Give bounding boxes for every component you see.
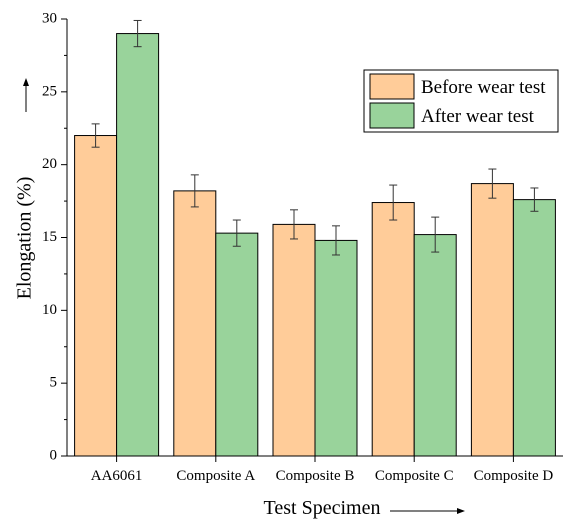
y-axis-arrow (23, 78, 29, 112)
y-axis-title-group: Elongation (%) (14, 177, 36, 300)
y-tick-label: 15 (42, 229, 57, 245)
y-tick-label: 25 (42, 83, 57, 99)
legend-label-after: After wear test (421, 106, 535, 127)
bar-after-wear (215, 232, 259, 457)
bars (74, 33, 556, 457)
bar-before-wear (74, 135, 118, 457)
bar-before-wear (371, 202, 415, 457)
bar-after-wear (116, 33, 160, 457)
legend-swatch-after (369, 102, 415, 129)
y-tick-label: 20 (42, 156, 57, 172)
x-ticks: AA6061 Composite A Composite B Composite C C… (91, 456, 554, 484)
y-tick-label: 5 (50, 375, 58, 391)
x-axis-title: Test Specimen (264, 497, 381, 519)
x-tick-label: Composite D (474, 468, 554, 484)
x-tick-label: AA6061 (91, 468, 143, 484)
legend-swatch-before (369, 73, 415, 100)
y-tick-label: 10 (42, 302, 57, 318)
x-axis-arrow (390, 508, 465, 514)
x-tick-label: Composite C (375, 468, 454, 484)
x-tick-label: Composite B (276, 468, 355, 484)
y-tick-label: 0 (50, 447, 58, 463)
bar-after-wear (512, 199, 556, 457)
legend-label-before: Before wear test (421, 77, 546, 98)
error-bars (91, 19, 539, 256)
bar-before-wear (272, 223, 316, 457)
bar-before-wear (470, 183, 514, 457)
y-axis-title: Elongation (%) (14, 177, 36, 300)
y-ticks: 0 5 10 15 20 25 30 (42, 10, 67, 463)
y-tick-label: 30 (42, 10, 57, 26)
legend: Before wear test After wear test (363, 69, 559, 133)
bar-after-wear (314, 239, 358, 457)
x-tick-label: Composite A (176, 468, 255, 484)
bar-after-wear (413, 234, 457, 457)
bar-before-wear (173, 190, 217, 457)
